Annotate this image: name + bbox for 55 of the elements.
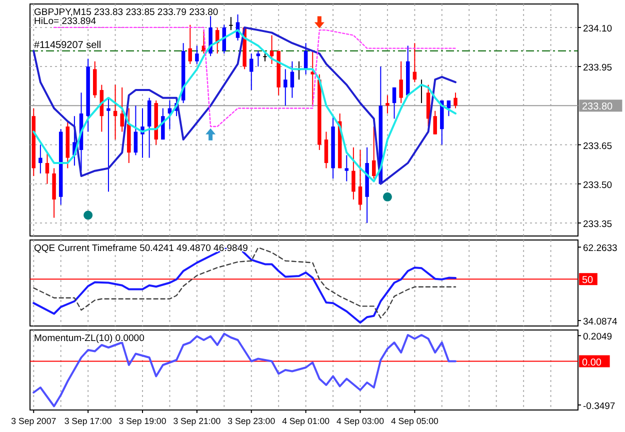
y-tick-label: 233.95	[583, 62, 612, 74]
y-tick-label: 233.65	[583, 140, 612, 152]
candlestick	[256, 50, 260, 68]
ref-line-label: 0.00	[582, 357, 602, 368]
candlestick	[386, 94, 390, 114]
y-tick-label: 62.2633	[583, 243, 618, 254]
chart-title: Momentum-ZL(10) 0.0000	[34, 333, 144, 344]
x-tick-label: 4 Sep 01:00	[282, 416, 330, 426]
line-series	[32, 332, 457, 408]
candlestick	[392, 86, 396, 120]
candlestick	[358, 149, 362, 210]
x-tick-label: 4 Sep 03:00	[336, 416, 384, 426]
x-tick-label: 3 Sep 21:00	[173, 416, 221, 426]
candlestick	[284, 68, 288, 106]
candlestick	[45, 152, 50, 184]
point	[314, 16, 324, 28]
chart-title: GBPJPY,M15 233.83 233.85 233.79 233.80	[34, 7, 218, 18]
point	[206, 128, 216, 140]
point	[84, 210, 93, 220]
x-tick-label: 3 Sep 23:00	[228, 416, 276, 426]
candlestick	[412, 42, 417, 83]
y-tick-label: -0.3497	[583, 400, 616, 412]
point	[382, 192, 392, 202]
candlestick	[372, 126, 376, 180]
ref-line-label: 233.80	[582, 102, 614, 113]
candlestick	[188, 24, 192, 64]
y-tick-label: 233.35	[583, 218, 612, 230]
y-tick-label: 34.0874	[583, 316, 618, 328]
x-tick-label: 3 Sep 17:00	[64, 416, 112, 426]
y-tick-label: 234.10	[583, 23, 612, 34]
candlestick	[433, 110, 437, 135]
candlestick	[250, 53, 254, 91]
candlestick	[310, 50, 314, 106]
candlestick	[120, 86, 124, 132]
candlestick	[113, 84, 118, 140]
candlestick	[290, 60, 294, 98]
ref-line-label: #11459207 sell	[34, 40, 102, 51]
x-tick-label: 3 Sep 2007	[11, 416, 56, 426]
y-tick-label: 0.2049	[583, 332, 612, 343]
x-tick-label: 3 Sep 19:00	[118, 416, 166, 426]
text: HiLo= 233.894	[34, 16, 96, 27]
candlestick	[229, 16, 233, 31]
candlestick	[270, 34, 274, 64]
candlestick	[454, 92, 458, 109]
candlestick	[352, 146, 356, 200]
ref-line-label: 50	[582, 275, 594, 286]
candlestick	[399, 60, 403, 104]
candlestick	[134, 105, 138, 156]
candlestick	[344, 154, 349, 182]
candlestick	[106, 97, 110, 192]
y-tick-label: 233.50	[583, 180, 612, 191]
candlestick	[38, 144, 42, 174]
candlestick	[195, 45, 199, 64]
candlestick	[324, 131, 328, 169]
x-tick-label: 4 Sep 05:00	[390, 416, 439, 426]
